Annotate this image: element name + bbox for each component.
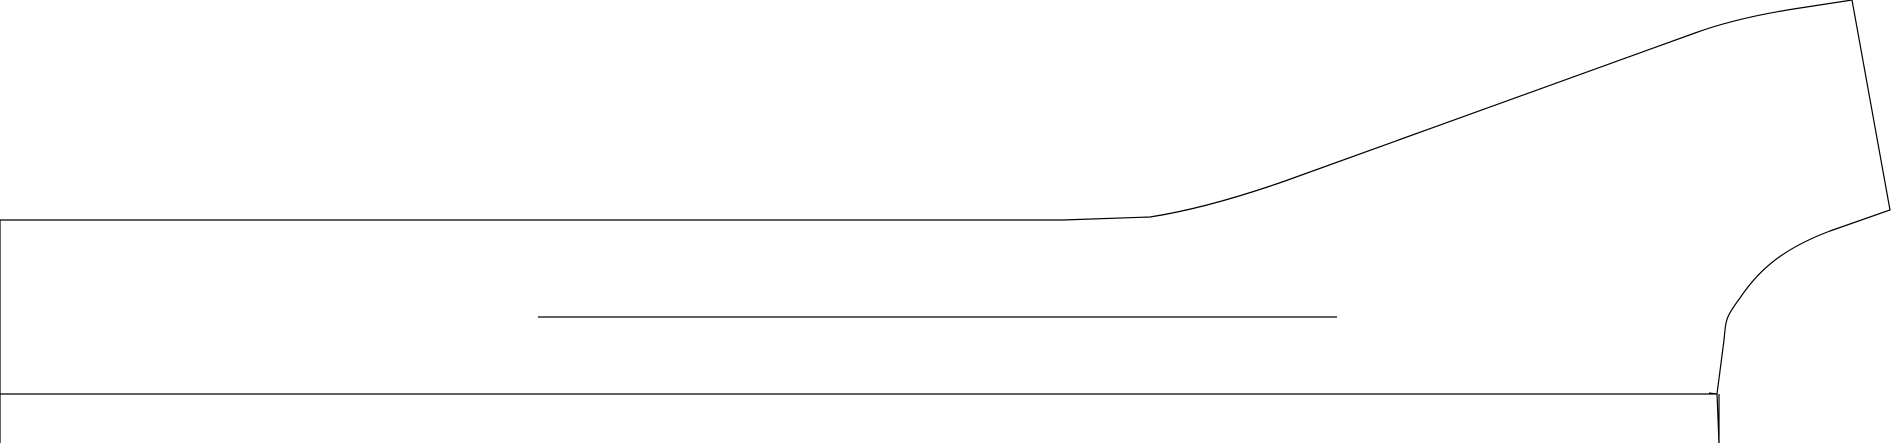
corner-tick	[1708, 392, 1718, 395]
